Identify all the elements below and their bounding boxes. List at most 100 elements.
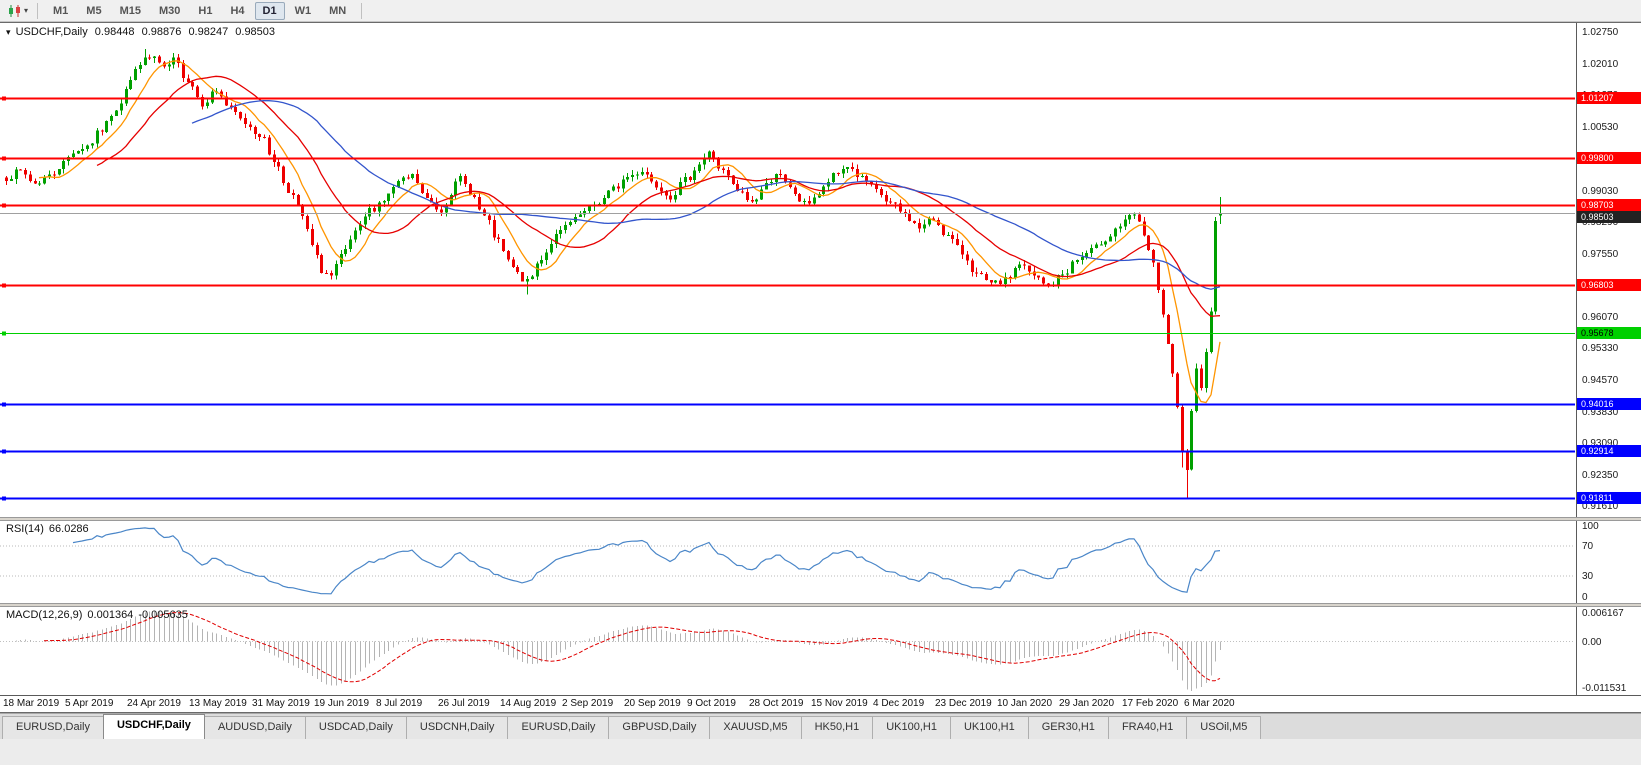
date-label: 13 May 2019 bbox=[189, 698, 247, 709]
chart-tab-fra40-h1[interactable]: FRA40,H1 bbox=[1107, 716, 1188, 739]
price-tick-label: 0.96070 bbox=[1582, 311, 1619, 323]
price-tick-label: 1.02010 bbox=[1582, 58, 1619, 70]
macd-panel: MACD(12,26,9) 0.001364 -0.005635 0.006167 0… bbox=[0, 607, 1641, 695]
chart-tab-gbpusd-daily[interactable]: GBPUSD,Daily bbox=[608, 716, 711, 739]
rsi-tick-label: 30 bbox=[1582, 571, 1594, 583]
date-label: 24 Apr 2019 bbox=[127, 698, 181, 709]
chart-tab-uk100-h1[interactable]: UK100,H1 bbox=[949, 716, 1029, 739]
date-label: 17 Feb 2020 bbox=[1122, 698, 1179, 709]
level-price-tag: 0.91811 bbox=[1577, 491, 1641, 504]
main-chart-panel: ▾ USDCHF,Daily 0.98448 0.98876 0.98247 0… bbox=[0, 23, 1641, 517]
chart-window: ▾ USDCHF,Daily 0.98448 0.98876 0.98247 0… bbox=[0, 22, 1641, 713]
macd-tick-label: -0.011531 bbox=[1582, 683, 1627, 694]
chart-dropdown-icon[interactable]: ▾ bbox=[6, 27, 11, 37]
timeframe-button-m1[interactable]: M1 bbox=[53, 4, 69, 17]
candlestick-chart-icon bbox=[9, 4, 20, 17]
level-price-tag: 0.95678 bbox=[1577, 327, 1641, 340]
chart-tab-eurusd-daily[interactable]: EURUSD,Daily bbox=[2, 716, 104, 739]
date-label: 31 May 2019 bbox=[252, 698, 310, 709]
ohlc-open: 0.98448 bbox=[94, 26, 135, 38]
price-axis: 1.027501.020101.012701.005300.990300.982… bbox=[1576, 23, 1641, 517]
price-tick-label: 0.94570 bbox=[1582, 375, 1619, 387]
date-label: 2 Sep 2019 bbox=[562, 698, 614, 709]
toolbar-separator bbox=[37, 2, 39, 19]
date-label: 8 Jul 2019 bbox=[376, 698, 423, 709]
ohlc-close: 0.98503 bbox=[235, 26, 276, 38]
caret-down-icon: ▾ bbox=[24, 6, 29, 15]
date-label: 23 Dec 2019 bbox=[935, 698, 992, 709]
rsi-tick-label: 0 bbox=[1582, 592, 1588, 603]
chart-tab-ger30-h1[interactable]: GER30,H1 bbox=[1027, 716, 1109, 739]
chart-tab-usdchf-daily[interactable]: USDCHF,Daily bbox=[102, 714, 205, 739]
chart-tabs: EURUSD,Daily USDCHF,Daily AUDUSD,Daily USDC… bbox=[0, 713, 1641, 739]
date-label: 4 Dec 2019 bbox=[873, 698, 925, 709]
rsi-plot[interactable] bbox=[0, 521, 1575, 603]
price-tick-label: 0.91610 bbox=[1582, 501, 1619, 513]
chart-tab-usdcad-daily[interactable]: USDCAD,Daily bbox=[304, 716, 407, 739]
macd-plot[interactable] bbox=[0, 607, 1575, 695]
chart-tab-uk100-h1[interactable]: UK100,H1 bbox=[872, 716, 951, 739]
chart-type-button[interactable]: ▾ bbox=[4, 3, 31, 19]
chart-tab-usdcnh-daily[interactable]: USDCNH,Daily bbox=[405, 716, 509, 739]
date-label: 18 Mar 2019 bbox=[3, 698, 60, 709]
macd-signal-value: -0.005635 bbox=[138, 609, 188, 621]
main-chart-plot[interactable] bbox=[0, 23, 1575, 517]
chart-tab-usoil-m5[interactable]: USOil,M5 bbox=[1186, 716, 1262, 739]
date-label: 29 Jan 2020 bbox=[1059, 698, 1115, 709]
date-label: 14 Aug 2019 bbox=[500, 698, 557, 709]
date-label: 20 Sep 2019 bbox=[624, 698, 681, 709]
chart-tab-xauusd-m5[interactable]: XAUUSD,M5 bbox=[709, 716, 802, 739]
macd-tick-label: 0.00 bbox=[1582, 636, 1602, 648]
level-price-tag: 0.92914 bbox=[1577, 444, 1641, 457]
rsi-tick-label: 70 bbox=[1582, 540, 1594, 552]
macd-main-value: 0.001364 bbox=[87, 609, 134, 621]
level-price-tag: 0.99800 bbox=[1577, 151, 1641, 164]
price-tick-label: 0.99030 bbox=[1582, 185, 1619, 197]
timeframe-button-w1[interactable]: W1 bbox=[294, 4, 312, 17]
timeframe-button-d1[interactable]: D1 bbox=[254, 1, 285, 20]
symbol-label: USDCHF,Daily bbox=[15, 26, 88, 38]
date-label: 9 Oct 2019 bbox=[687, 698, 736, 709]
timeframe-button-h4[interactable]: H4 bbox=[230, 4, 245, 17]
price-tick-label: 1.02750 bbox=[1582, 27, 1619, 39]
rsi-tick-label: 100 bbox=[1582, 521, 1599, 532]
toolbar: ▾ M1 M5 M15 M30 H1 H4 D1 W1 MN bbox=[0, 0, 1641, 22]
rsi-value: 66.0286 bbox=[48, 523, 89, 535]
rsi-label: RSI(14) 66.0286 bbox=[6, 523, 89, 535]
level-price-tag: 0.98703 bbox=[1577, 198, 1641, 211]
macd-axis: 0.006167 0.00 -0.011531 bbox=[1576, 607, 1641, 695]
timeframe-button-h1[interactable]: H1 bbox=[198, 4, 213, 17]
level-price-tag: 1.01207 bbox=[1577, 92, 1641, 104]
price-tick-label: 0.95330 bbox=[1582, 343, 1619, 355]
chart-title: ▾ USDCHF,Daily 0.98448 0.98876 0.98247 0… bbox=[6, 26, 275, 38]
level-price-tag: 0.96803 bbox=[1577, 279, 1641, 292]
date-label: 26 Jul 2019 bbox=[438, 698, 490, 709]
date-label: 15 Nov 2019 bbox=[811, 698, 868, 709]
date-label: 10 Jan 2020 bbox=[997, 698, 1053, 709]
date-label: 6 Mar 2020 bbox=[1184, 698, 1235, 709]
current-price-tag: 0.98503 bbox=[1577, 210, 1641, 223]
price-tick-label: 0.97550 bbox=[1582, 248, 1619, 260]
price-tick-label: 0.98290 bbox=[1582, 217, 1619, 229]
macd-tick-label: 0.006167 bbox=[1582, 608, 1624, 619]
timeframe-button-mn[interactable]: MN bbox=[329, 4, 347, 17]
chart-tab-eurusd-daily[interactable]: EURUSD,Daily bbox=[507, 716, 610, 739]
price-tick-label: 0.92350 bbox=[1582, 469, 1619, 481]
timeframe-button-m5[interactable]: M5 bbox=[86, 4, 102, 17]
bottom-filler bbox=[0, 739, 1641, 765]
date-label: 28 Oct 2019 bbox=[749, 698, 804, 709]
toolbar-separator bbox=[361, 2, 363, 19]
chart-tab-hk50-h1[interactable]: HK50,H1 bbox=[800, 716, 874, 739]
panel-splitter[interactable] bbox=[0, 603, 1641, 607]
ohlc-high: 0.98876 bbox=[141, 26, 182, 38]
rsi-panel: RSI(14) 66.0286 100 70 30 0 bbox=[0, 521, 1641, 603]
date-label: 19 Jun 2019 bbox=[314, 698, 370, 709]
timeframe-button-m15[interactable]: M15 bbox=[119, 4, 141, 17]
date-label: 5 Apr 2019 bbox=[65, 698, 114, 709]
ohlc-low: 0.98247 bbox=[188, 26, 229, 38]
chart-tab-audusd-daily[interactable]: AUDUSD,Daily bbox=[203, 716, 306, 739]
panel-splitter[interactable] bbox=[0, 517, 1641, 521]
price-tick-label: 0.93830 bbox=[1582, 406, 1619, 418]
timeframe-button-m30[interactable]: M30 bbox=[158, 4, 181, 17]
